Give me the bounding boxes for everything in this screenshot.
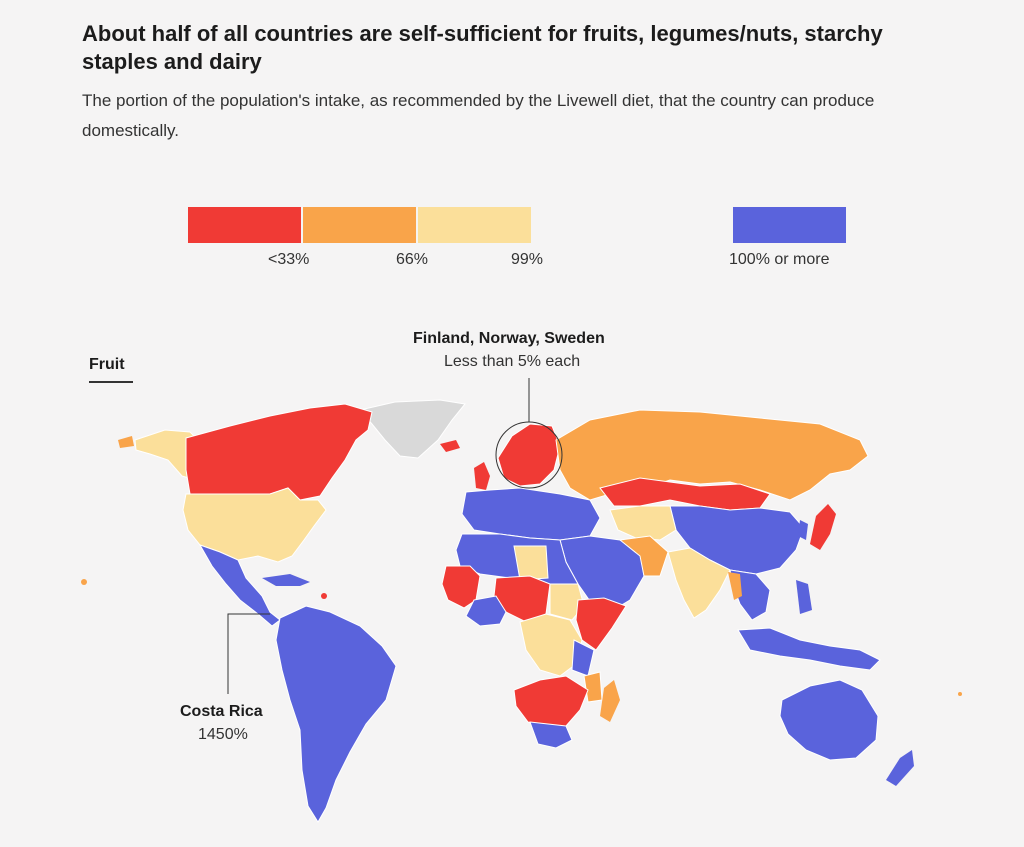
- map-region-madagascar: [600, 680, 620, 722]
- map-region-east-africa: [575, 597, 627, 651]
- map-region-alaska-tip: [118, 436, 134, 448]
- map-region-caribbean: [262, 574, 310, 586]
- map-region-korea: [798, 520, 808, 540]
- legend-label-100: 100% or more: [729, 251, 830, 268]
- map-region-india: [667, 547, 731, 619]
- map-region-nordic: [497, 423, 561, 487]
- map-region-indonesia: [737, 627, 881, 671]
- map-region-canada: [185, 403, 373, 501]
- map-region-western-europe: [461, 487, 601, 541]
- map-region-libya: [513, 545, 549, 581]
- map-region-south-africa: [529, 721, 573, 749]
- costa-rica-callout-line: [227, 613, 270, 694]
- legend-swatch-red: [188, 207, 301, 243]
- legend-label-66: 66%: [396, 251, 429, 268]
- map-region-uk: [474, 462, 490, 490]
- callout-costa-rica-title: Costa Rica: [180, 703, 263, 720]
- legend-swatch-blue: [733, 207, 846, 243]
- callout-nordic-title: Finland, Norway, Sweden: [413, 330, 605, 347]
- callout-nordic-value: Less than 5% each: [444, 353, 581, 370]
- legend-label-99: 99%: [511, 251, 544, 268]
- map-region-philippines: [796, 580, 812, 614]
- chart-title: About half of all countries are self-suf…: [82, 21, 883, 74]
- map-region-greenland: [359, 399, 466, 459]
- map-region-southern-africa: [513, 675, 589, 731]
- map-region-iceland: [440, 440, 460, 452]
- map-region-islands-caribbean: [321, 593, 327, 599]
- callout-costa-rica-value: 1450%: [198, 726, 248, 743]
- map-region-russia: [555, 409, 869, 501]
- map-region-west-africa: [441, 565, 481, 609]
- map-region-new-zealand: [886, 750, 914, 786]
- map-region-islands-pacific: [958, 692, 962, 696]
- legend-swatch-orange: [303, 207, 416, 243]
- tab-fruit[interactable]: Fruit: [89, 356, 125, 373]
- map-region-islands-atlantic: [81, 579, 87, 585]
- map-region-south-america: [275, 605, 397, 823]
- map-region-japan: [810, 504, 836, 550]
- chart-subtitle: The portion of the population's intake, …: [82, 91, 875, 140]
- map-region-tanzania: [583, 671, 603, 703]
- legend-label-33: <33%: [268, 251, 310, 268]
- map-region-australia: [779, 679, 879, 761]
- map-region-west-africa-blue: [465, 595, 507, 627]
- map-region-central-asia: [609, 505, 677, 541]
- legend-swatch-yellow: [418, 207, 531, 243]
- map-region-myanmar: [728, 572, 742, 600]
- tab-underline: [89, 381, 133, 383]
- map-region-iran: [618, 535, 669, 577]
